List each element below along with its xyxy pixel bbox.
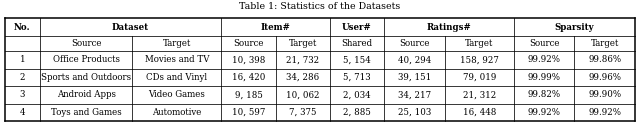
- Text: 5, 713: 5, 713: [343, 73, 371, 82]
- Text: Android Apps: Android Apps: [56, 90, 116, 99]
- Text: 9, 185: 9, 185: [234, 90, 262, 99]
- Text: 99.92%: 99.92%: [588, 108, 621, 117]
- Text: CDs and Vinyl: CDs and Vinyl: [147, 73, 207, 82]
- Text: Target: Target: [591, 39, 619, 48]
- Text: 99.92%: 99.92%: [527, 55, 561, 64]
- Text: Movies and TV: Movies and TV: [145, 55, 209, 64]
- Text: 16, 420: 16, 420: [232, 73, 265, 82]
- Text: 25, 103: 25, 103: [397, 108, 431, 117]
- Text: User#: User#: [342, 23, 372, 32]
- Text: Sports and Outdoors: Sports and Outdoors: [41, 73, 131, 82]
- Text: 40, 294: 40, 294: [397, 55, 431, 64]
- Text: 16, 448: 16, 448: [463, 108, 496, 117]
- Text: 4: 4: [20, 108, 25, 117]
- Text: Target: Target: [289, 39, 317, 48]
- Text: 7, 375: 7, 375: [289, 108, 316, 117]
- Text: No.: No.: [14, 23, 31, 32]
- Text: 158, 927: 158, 927: [460, 55, 499, 64]
- Text: Office Products: Office Products: [52, 55, 120, 64]
- Text: 34, 217: 34, 217: [398, 90, 431, 99]
- Text: 21, 312: 21, 312: [463, 90, 496, 99]
- Text: Target: Target: [163, 39, 191, 48]
- Text: Table 1: Statistics of the Datasets: Table 1: Statistics of the Datasets: [239, 2, 401, 11]
- Text: Source: Source: [399, 39, 429, 48]
- Text: Toys and Games: Toys and Games: [51, 108, 122, 117]
- Text: 34, 286: 34, 286: [286, 73, 319, 82]
- Text: 10, 062: 10, 062: [286, 90, 319, 99]
- Text: 3: 3: [20, 90, 25, 99]
- Text: Sparsity: Sparsity: [554, 23, 594, 32]
- Text: 99.99%: 99.99%: [527, 73, 561, 82]
- Text: 1: 1: [20, 55, 25, 64]
- Text: 2: 2: [20, 73, 25, 82]
- Text: Shared: Shared: [341, 39, 372, 48]
- Text: Item#: Item#: [260, 23, 291, 32]
- Text: Source: Source: [71, 39, 101, 48]
- Text: 99.96%: 99.96%: [588, 73, 621, 82]
- Text: 99.82%: 99.82%: [527, 90, 561, 99]
- Text: Automotive: Automotive: [152, 108, 202, 117]
- Text: 10, 597: 10, 597: [232, 108, 265, 117]
- Text: Video Games: Video Games: [148, 90, 205, 99]
- Text: 5, 154: 5, 154: [343, 55, 371, 64]
- Text: 2, 034: 2, 034: [343, 90, 371, 99]
- Text: Dataset: Dataset: [112, 23, 149, 32]
- Text: 99.90%: 99.90%: [588, 90, 621, 99]
- Text: Source: Source: [529, 39, 559, 48]
- Text: 99.86%: 99.86%: [588, 55, 621, 64]
- Text: 21, 732: 21, 732: [286, 55, 319, 64]
- Text: 99.92%: 99.92%: [527, 108, 561, 117]
- Text: 39, 151: 39, 151: [397, 73, 431, 82]
- Text: Target: Target: [465, 39, 493, 48]
- Text: Source: Source: [233, 39, 264, 48]
- Text: 10, 398: 10, 398: [232, 55, 265, 64]
- Text: Ratings#: Ratings#: [427, 23, 471, 32]
- Text: 79, 019: 79, 019: [463, 73, 496, 82]
- Text: 2, 885: 2, 885: [343, 108, 371, 117]
